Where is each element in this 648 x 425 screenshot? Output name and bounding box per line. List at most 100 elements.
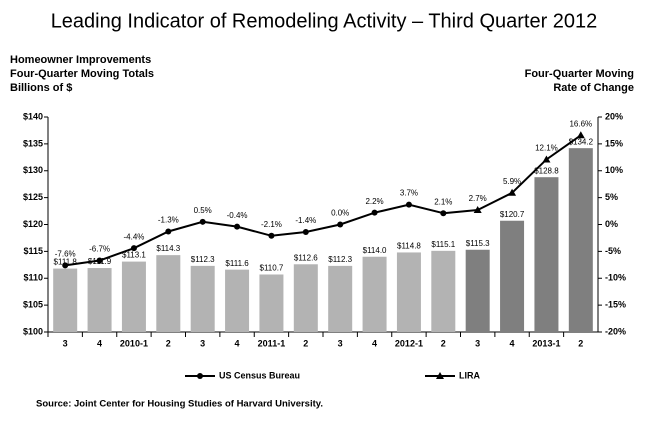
line-marker	[130, 245, 137, 252]
line	[477, 134, 582, 211]
y2-axis-label: Rate of Change	[553, 82, 634, 94]
bar-value-label: $134.2	[569, 137, 594, 146]
line-marker	[508, 188, 517, 196]
x-tick-label: 2012-1	[395, 338, 423, 348]
y-tick-label: $140	[23, 111, 43, 121]
y-tick-label: $105	[23, 300, 43, 310]
source-note: Source: Joint Center for Housing Studies…	[36, 399, 323, 410]
bar-value-label: $112.6	[294, 253, 318, 262]
y2-tick-label: 5%	[605, 192, 618, 202]
legend-label: US Census Bureau	[219, 370, 300, 380]
line-value-label: 5.9%	[503, 177, 521, 186]
bar-value-label: $114.8	[397, 242, 421, 251]
x-tick-label: 2011-1	[258, 338, 286, 348]
bar	[87, 268, 112, 332]
line-marker	[234, 223, 241, 230]
bar	[121, 261, 146, 332]
line-value-label: 2.7%	[469, 194, 487, 203]
x-tick-label: 2	[303, 338, 308, 348]
bar-value-label: $112.3	[191, 255, 215, 264]
legend-marker	[197, 373, 203, 379]
line-value-label: -4.4%	[123, 232, 144, 241]
bar	[534, 177, 559, 332]
bar	[259, 274, 284, 332]
x-tick-label: 4	[97, 338, 102, 348]
y2-axis-label: Four-Quarter Moving	[525, 68, 634, 80]
bar	[465, 249, 490, 332]
line-value-label: 0.5%	[194, 206, 212, 215]
x-tick-label: 2013-1	[532, 338, 560, 348]
y-tick-label: $135	[23, 138, 43, 148]
bar	[293, 264, 318, 332]
y-tick-label: $110	[23, 273, 43, 283]
bar	[362, 256, 387, 332]
x-tick-label: 2	[578, 338, 583, 348]
line-marker	[302, 229, 309, 236]
x-tick-label: 3	[338, 338, 343, 348]
line-marker	[268, 232, 275, 239]
line-value-label: 0.0%	[331, 209, 349, 218]
line-value-label: -1.3%	[158, 216, 179, 225]
line	[65, 203, 444, 267]
line-marker	[199, 218, 206, 225]
y-tick-label: $100	[23, 326, 43, 336]
y2-tick-label: 10%	[605, 165, 623, 175]
bar-value-label: $115.3	[466, 239, 490, 248]
x-tick-label: 2	[441, 338, 446, 348]
x-tick-label: 4	[372, 338, 377, 348]
y-axis-label: Homeowner Improvements	[10, 54, 151, 66]
bar	[53, 268, 78, 332]
line-marker	[576, 131, 585, 139]
line-value-label: 2.2%	[365, 197, 383, 206]
line-value-label: -7.6%	[55, 249, 76, 258]
bar	[568, 148, 593, 332]
bar-value-label: $111.8	[54, 258, 78, 267]
y-tick-label: $120	[23, 219, 43, 229]
line-marker	[405, 201, 412, 208]
line-connector	[443, 208, 478, 215]
line-marker	[165, 228, 172, 235]
line-marker	[62, 262, 69, 269]
y2-tick-label: -20%	[605, 326, 626, 336]
bar	[328, 265, 353, 332]
bar-value-label: $114.3	[156, 244, 180, 253]
y-tick-label: $115	[23, 246, 43, 256]
bar	[500, 220, 525, 332]
line-value-label: 3.7%	[400, 189, 418, 198]
bar	[225, 269, 250, 332]
x-tick-label: 4	[510, 338, 515, 348]
line-value-label: -2.1%	[261, 220, 282, 229]
y2-tick-label: 15%	[605, 138, 623, 148]
bar-value-label: $113.1	[122, 251, 146, 260]
line-marker	[473, 205, 482, 213]
bar-value-label: $114.0	[363, 246, 387, 255]
x-tick-label: 2	[166, 338, 171, 348]
bar	[431, 250, 456, 332]
x-tick-label: 4	[235, 338, 240, 348]
x-tick-label: 3	[200, 338, 205, 348]
line-value-label: 12.1%	[535, 144, 558, 153]
line-value-label: -6.7%	[89, 245, 110, 254]
y2-tick-label: -15%	[605, 300, 626, 310]
bar	[190, 265, 215, 332]
y-tick-label: $125	[23, 192, 43, 202]
bar-value-label: $111.6	[225, 259, 249, 268]
y-axis-label: Four-Quarter Moving Totals	[10, 68, 154, 80]
bar-value-label: $128.8	[534, 166, 559, 175]
bar-value-label: $115.1	[431, 240, 455, 249]
legend-label: LIRA	[459, 370, 480, 380]
x-tick-label: 3	[63, 338, 68, 348]
bar	[396, 252, 421, 332]
bar	[156, 255, 181, 332]
line-value-label: -0.4%	[227, 211, 248, 220]
bar-value-label: $120.7	[500, 210, 525, 219]
line-value-label: 16.6%	[569, 119, 592, 128]
x-tick-label: 2010-1	[120, 338, 148, 348]
line-value-label: -1.4%	[295, 216, 316, 225]
legend-marker	[436, 372, 444, 379]
line-marker	[542, 155, 551, 163]
line-marker	[96, 257, 103, 264]
y-axis-label: Billions of $	[10, 82, 72, 94]
line-marker	[337, 221, 344, 228]
